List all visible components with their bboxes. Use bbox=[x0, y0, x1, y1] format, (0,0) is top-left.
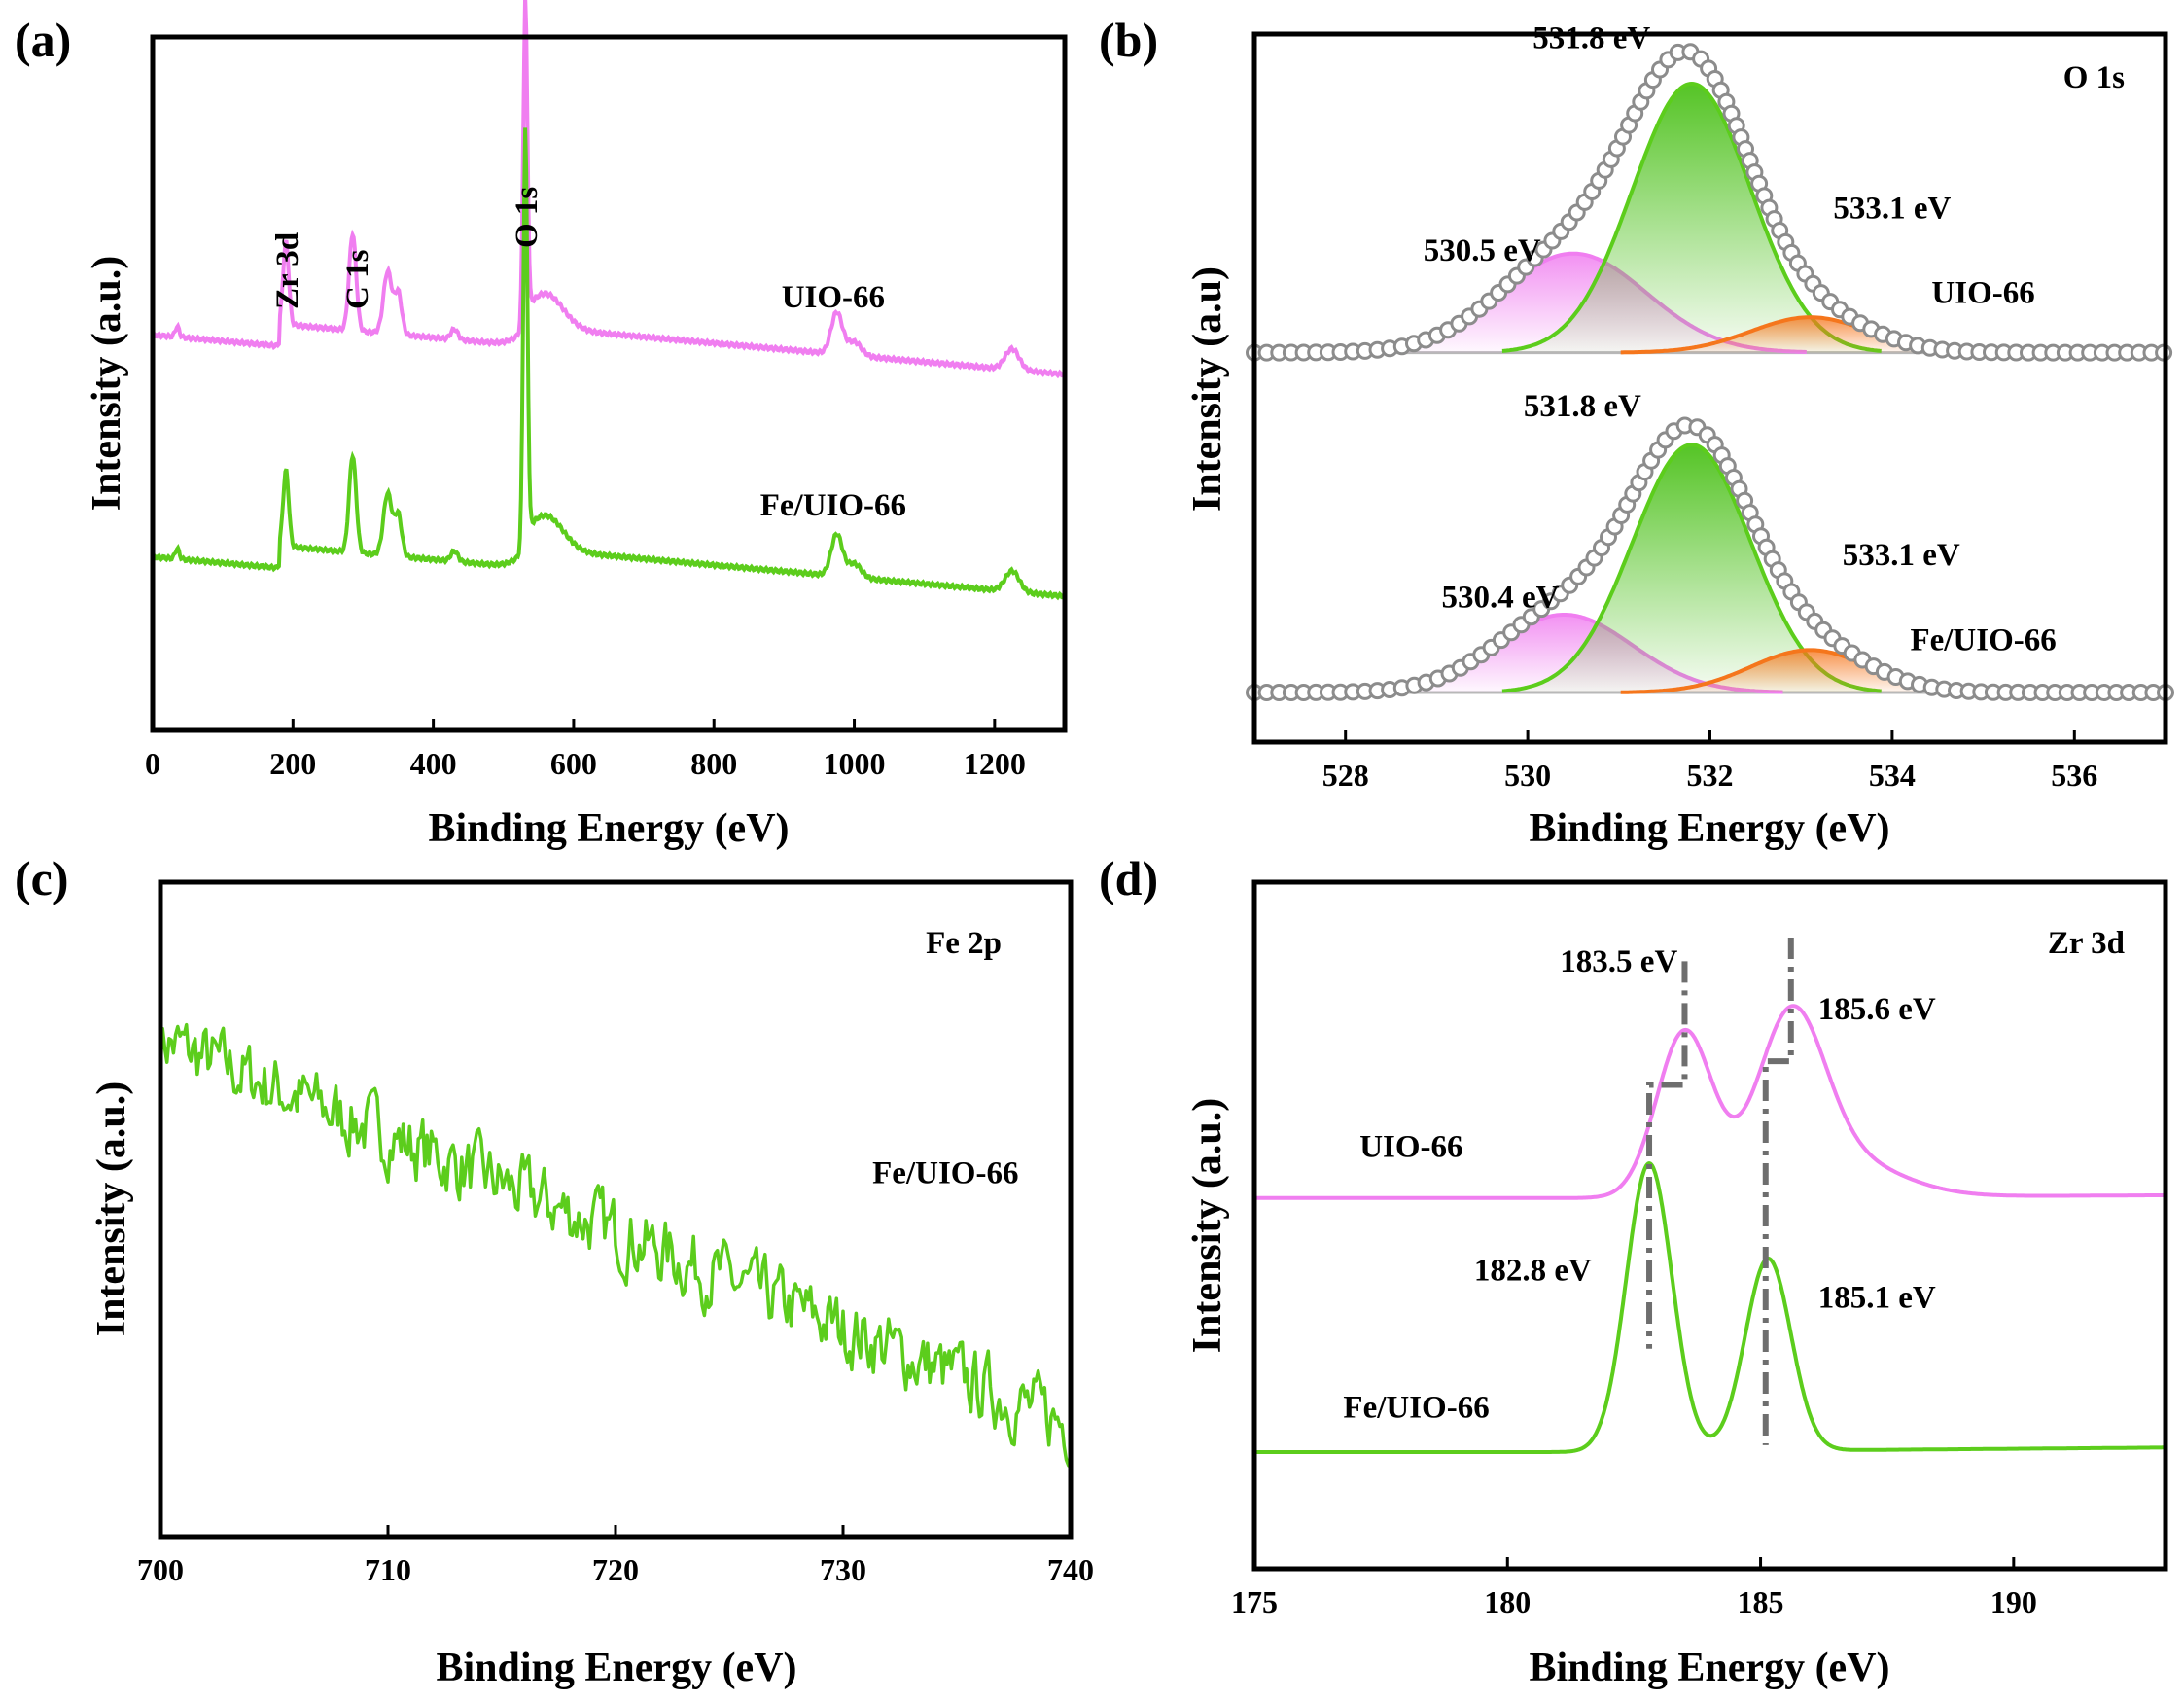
panel-c-xlabel: Binding Energy (eV) bbox=[436, 1646, 796, 1690]
panel-a-series-uio66-line bbox=[151, 0, 1067, 379]
panel-b-xtick-label: 532 bbox=[1687, 758, 1734, 793]
panel-c-ylabel: Intensity (a.u.) bbox=[89, 1082, 134, 1337]
panel-a-peak-label: O 1s bbox=[510, 187, 545, 248]
panel-a-xtick-label: 200 bbox=[269, 746, 316, 781]
panel-d-series-fe-uio66-line bbox=[1254, 1161, 2165, 1454]
panel-d-series-uio66-line bbox=[1254, 1004, 2165, 1200]
panel-b-xtick-label: 536 bbox=[2051, 758, 2097, 793]
panel-d-annotation: 185.1 eV bbox=[1818, 1281, 1936, 1316]
panel-c-series-fe-uio66-line bbox=[159, 1022, 1073, 1468]
panel-c-plot: Fe/UIO-66 bbox=[159, 1022, 1073, 1468]
panel-b-plot: 531.8 eV 530.5 eV 533.1 eV UIO-66 531.8 eV 53… bbox=[1246, 21, 2174, 701]
panel-b-letter: (b) bbox=[1099, 13, 1158, 67]
panel-c-xtick-label: 720 bbox=[592, 1552, 639, 1587]
panel-a-peak-label: C 1s bbox=[340, 249, 375, 309]
panel-d-annotation: Fe/UIO-66 bbox=[1343, 1391, 1489, 1426]
panel-b-ticks: 528 530 532 534 536 bbox=[1322, 730, 2097, 793]
panel-c-xtick-label: 700 bbox=[137, 1552, 184, 1587]
panel-a-xlabel: Binding Energy (eV) bbox=[428, 806, 789, 851]
panel-d-letter: (d) bbox=[1099, 851, 1158, 905]
panel-a-xtick-label: 800 bbox=[690, 746, 737, 781]
panel-c: (c) Fe/UIO-66 700 710 720 730 740 Fe 2p Bind… bbox=[15, 851, 1094, 1690]
panel-a-xtick-label: 1000 bbox=[824, 746, 886, 781]
panel-c-xtick-label: 710 bbox=[365, 1552, 411, 1587]
panel-a: (a) UIO-66 Fe/UIO-66 Zr 3d C 1s O 1s 0 200 400… bbox=[15, 0, 1068, 851]
panel-d-xtick-label: 190 bbox=[1990, 1584, 2037, 1619]
panel-b-annotation: 533.1 eV bbox=[1843, 538, 1960, 573]
panel-a-series-label: UIO-66 bbox=[782, 280, 885, 315]
panel-d-guide-line bbox=[1762, 938, 1794, 1445]
panel-c-series-label: Fe/UIO-66 bbox=[872, 1156, 1018, 1191]
panel-c-title: Fe 2p bbox=[926, 926, 1002, 961]
panel-d: (d) UIO-66 Fe/UIO-66 183.5 eV 185.6 eV 182.8… bbox=[1099, 851, 2168, 1690]
panel-b-xtick-label: 534 bbox=[1869, 758, 1916, 793]
panel-d-guide-line bbox=[1646, 961, 1688, 1349]
panel-d-annotation: 183.5 eV bbox=[1560, 944, 1677, 979]
panel-a-xtick-label: 0 bbox=[145, 746, 160, 781]
panel-c-xtick-label: 740 bbox=[1047, 1552, 1094, 1587]
panel-d-annotation: UIO-66 bbox=[1359, 1129, 1462, 1164]
panel-d-ylabel: Intensity (a.u.) bbox=[1185, 1098, 1230, 1354]
panel-b-xtick-label: 528 bbox=[1322, 758, 1369, 793]
panel-b-component-fill bbox=[1501, 444, 1882, 692]
panel-a-frame bbox=[150, 34, 1068, 733]
panel-a-peak-label: Zr 3d bbox=[270, 232, 305, 309]
panel-d-xtick-label: 185 bbox=[1738, 1584, 1784, 1619]
panel-c-ticks: 700 710 720 730 740 bbox=[137, 1525, 1094, 1587]
panel-b-annotation: Fe/UIO-66 bbox=[1910, 622, 2056, 657]
panel-a-xtick-label: 600 bbox=[550, 746, 597, 781]
panel-d-frame bbox=[1251, 879, 2168, 1572]
panel-d-plot: UIO-66 Fe/UIO-66 183.5 eV 185.6 eV 182.8 eV 1… bbox=[1254, 938, 2165, 1454]
panel-b-annotation: 530.5 eV bbox=[1424, 233, 1541, 268]
panel-d-annotation: 185.6 eV bbox=[1818, 992, 1936, 1027]
panel-b-xlabel: Binding Energy (eV) bbox=[1529, 806, 1889, 851]
panel-a-xtick-label: 400 bbox=[410, 746, 457, 781]
panel-a-series-label: Fe/UIO-66 bbox=[760, 488, 906, 523]
panel-b-annotation: 531.8 eV bbox=[1524, 389, 1641, 424]
panel-d-title: Zr 3d bbox=[2048, 926, 2125, 961]
panel-a-xtick-label: 1200 bbox=[964, 746, 1026, 781]
panel-d-xlabel: Binding Energy (eV) bbox=[1529, 1646, 1889, 1690]
panel-b-title: O 1s bbox=[2063, 60, 2125, 95]
panel-d-xtick-label: 180 bbox=[1484, 1584, 1531, 1619]
panel-b-annotation: 533.1 eV bbox=[1833, 191, 1951, 226]
panel-b-annotation: 531.8 eV bbox=[1532, 21, 1650, 56]
panel-c-letter: (c) bbox=[15, 851, 69, 905]
panel-a-ticks: 0 200 400 600 800 1000 1200 bbox=[145, 719, 1026, 781]
panel-a-plot: UIO-66 Fe/UIO-66 Zr 3d C 1s O 1s bbox=[151, 0, 1067, 601]
panel-a-series-fe-uio66-line bbox=[151, 127, 1067, 601]
panel-a-ylabel: Intensity (a.u.) bbox=[85, 256, 129, 512]
panel-c-xtick-label: 730 bbox=[820, 1552, 866, 1587]
panel-b-component-fill bbox=[1501, 84, 1882, 353]
panel-a-letter: (a) bbox=[15, 13, 71, 67]
panel-b-xtick-label: 530 bbox=[1504, 758, 1551, 793]
panel-d-annotation: 182.8 eV bbox=[1474, 1253, 1592, 1288]
panel-d-ticks: 175 180 185 190 bbox=[1231, 1557, 2037, 1619]
panel-b-ylabel: Intensity (a.u) bbox=[1185, 266, 1230, 512]
panel-d-xtick-label: 175 bbox=[1231, 1584, 1278, 1619]
panel-b-annotation: 530.4 eV bbox=[1441, 581, 1559, 616]
panel-b-annotation: UIO-66 bbox=[1931, 276, 2034, 311]
